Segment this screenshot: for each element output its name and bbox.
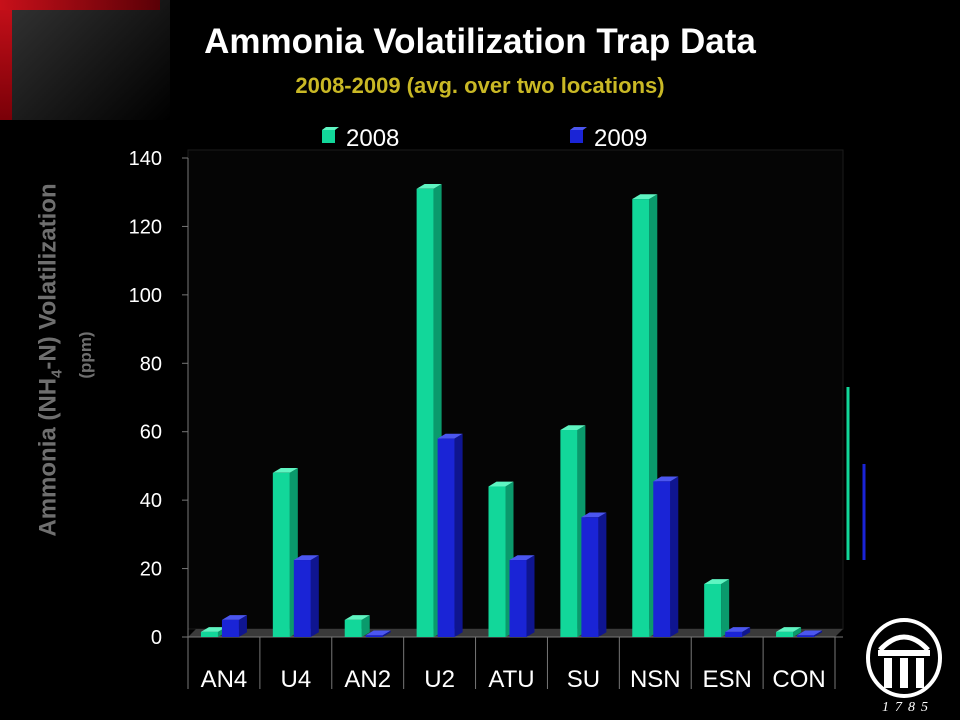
x-tick-label: AN4 xyxy=(201,666,248,693)
x-tick-label: U2 xyxy=(424,666,455,693)
bar-top xyxy=(581,512,607,518)
bar xyxy=(704,583,722,637)
x-tick-label: NSN xyxy=(630,666,681,693)
bar-top xyxy=(632,194,658,200)
bar-top xyxy=(437,433,463,439)
x-tick-label: CON xyxy=(772,666,825,693)
legend-swatch-top xyxy=(570,127,587,130)
y-tick-label: 80 xyxy=(140,353,162,375)
bar xyxy=(653,481,671,637)
bar-top xyxy=(509,555,535,561)
bar-side xyxy=(721,579,730,637)
bar xyxy=(200,631,218,637)
logo-year: 1785 xyxy=(882,700,934,715)
bar-top xyxy=(704,579,730,584)
bar xyxy=(581,517,599,637)
bar xyxy=(632,199,650,638)
legend-swatch-top xyxy=(322,127,339,130)
y-tick-label: 60 xyxy=(140,422,162,444)
decorative-background xyxy=(0,0,170,120)
bar-top xyxy=(725,627,751,632)
bar-top xyxy=(272,467,298,473)
bar-side xyxy=(526,555,535,637)
chart-title: Ammonia Volatilization Trap Data xyxy=(204,22,756,61)
bar-side xyxy=(814,630,823,637)
bar xyxy=(344,619,362,637)
legend-label: 2009 xyxy=(594,125,647,152)
bar-top xyxy=(344,615,370,620)
bar xyxy=(488,486,506,637)
bar-top xyxy=(293,555,319,561)
legend-label: 2008 xyxy=(346,125,399,152)
x-tick-label: U4 xyxy=(280,666,311,693)
bar-side xyxy=(382,630,391,637)
bar xyxy=(776,631,794,637)
bar xyxy=(509,560,527,637)
bar xyxy=(221,619,239,637)
x-tick-label: AN2 xyxy=(344,666,391,693)
bar-side xyxy=(238,615,247,637)
bar-top xyxy=(560,425,586,431)
legend-swatch xyxy=(570,130,583,143)
bar-top xyxy=(416,183,442,189)
x-tick-label: ATU xyxy=(488,666,534,693)
bar-top xyxy=(365,630,391,636)
y-tick-label: 120 xyxy=(129,216,162,238)
bar-side xyxy=(310,555,319,637)
y-tick-label: 140 xyxy=(129,148,162,170)
bar xyxy=(365,635,383,637)
y-tick-label: 40 xyxy=(140,490,162,512)
bar-side xyxy=(742,627,751,637)
bar xyxy=(560,430,578,637)
bar-top xyxy=(488,481,514,487)
bar xyxy=(797,635,815,637)
bar-top xyxy=(653,476,679,482)
bar xyxy=(293,560,311,637)
y-tick-label: 20 xyxy=(140,559,162,581)
bar xyxy=(725,631,743,637)
decorative-red-bar-top xyxy=(0,0,160,10)
x-tick-label: ESN xyxy=(702,666,751,693)
bar xyxy=(416,188,434,638)
decorative-red-bar xyxy=(0,0,12,120)
legend-swatch xyxy=(322,130,335,143)
bar-top xyxy=(200,627,226,632)
bar-side xyxy=(454,433,463,637)
bar-top xyxy=(776,627,802,632)
bar-side xyxy=(670,476,679,637)
bar-side xyxy=(793,627,802,637)
bar xyxy=(272,472,290,637)
bar xyxy=(437,438,455,637)
bar-top xyxy=(797,630,823,636)
bar-side xyxy=(598,512,607,637)
bar-side xyxy=(361,615,370,637)
x-tick-label: SU xyxy=(567,666,600,693)
chart-subtitle: 2008-2009 (avg. over two locations) xyxy=(295,73,665,98)
y-tick-label: 100 xyxy=(129,285,162,307)
y-tick-label: 0 xyxy=(151,627,162,649)
bar-top xyxy=(221,615,247,620)
university-arch-logo-icon xyxy=(866,618,942,698)
